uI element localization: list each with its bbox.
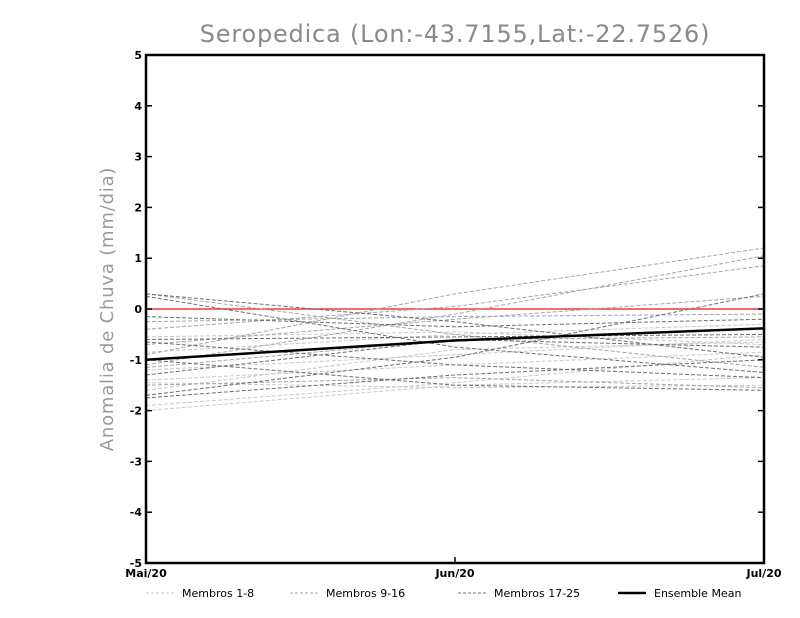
y-tick-label: 3 xyxy=(134,151,142,164)
y-axis-label: Anomalia de Chuva (mm/dia) xyxy=(97,167,118,452)
member-line-15 xyxy=(145,313,765,323)
member-line-21 xyxy=(145,359,765,391)
member-line-5 xyxy=(145,339,765,371)
member-line-6 xyxy=(145,323,765,353)
member-line-25 xyxy=(145,338,765,376)
member-line-8 xyxy=(145,382,765,389)
member-line-24 xyxy=(145,341,765,379)
y-tick-label: 2 xyxy=(134,201,142,214)
legend-label: Membros 9-16 xyxy=(326,587,405,600)
x-tick-label: Mai/20 xyxy=(125,567,167,580)
y-tick-label: -2 xyxy=(130,405,142,418)
x-axis-ticks: Mai/20 Jun/20 Jul/20 xyxy=(125,557,782,580)
legend-label: Membros 1-8 xyxy=(182,587,254,600)
legend-label: Membros 17-25 xyxy=(494,587,580,600)
member-line-9 xyxy=(145,247,765,356)
legend-label: Ensemble Mean xyxy=(654,587,741,600)
x-tick-label: Jul/20 xyxy=(745,567,781,580)
y-tick-label: 0 xyxy=(134,303,142,316)
y-tick-label: -3 xyxy=(130,455,142,468)
member-line-2 xyxy=(145,354,765,406)
member-line-11 xyxy=(145,265,765,330)
y-tick-label: -1 xyxy=(130,354,142,367)
member-line-17 xyxy=(145,293,765,358)
member-line-4 xyxy=(145,351,765,381)
member-line-23 xyxy=(145,316,765,328)
member-line-10 xyxy=(145,255,765,366)
series-layer xyxy=(145,247,765,412)
y-tick-label: -5 xyxy=(130,557,142,570)
member-line-19 xyxy=(145,359,765,399)
member-line-20 xyxy=(145,293,765,396)
member-line-1 xyxy=(145,377,765,412)
member-line-18 xyxy=(145,295,765,373)
x-tick-label: Jun/20 xyxy=(434,567,474,580)
legend: Membros 1-8 Membros 9-16 Membros 17-25 Ense… xyxy=(146,587,741,600)
member-line-12 xyxy=(145,295,765,346)
member-line-7 xyxy=(145,331,765,346)
chart-title: Seropedica (Lon:-43.7155,Lat:-22.7526) xyxy=(200,20,711,48)
member-line-13 xyxy=(145,293,765,368)
y-axis-ticks: -5 -4 -3 -2 -1 0 1 2 3 4 5 xyxy=(130,49,764,570)
y-tick-label: 5 xyxy=(134,49,142,62)
member-line-16 xyxy=(145,336,765,368)
ensemble-mean-line xyxy=(145,327,765,362)
y-tick-label: 1 xyxy=(134,252,142,265)
y-tick-label: 4 xyxy=(134,100,142,113)
member-line-22 xyxy=(145,333,765,340)
y-tick-label: -4 xyxy=(130,506,143,519)
